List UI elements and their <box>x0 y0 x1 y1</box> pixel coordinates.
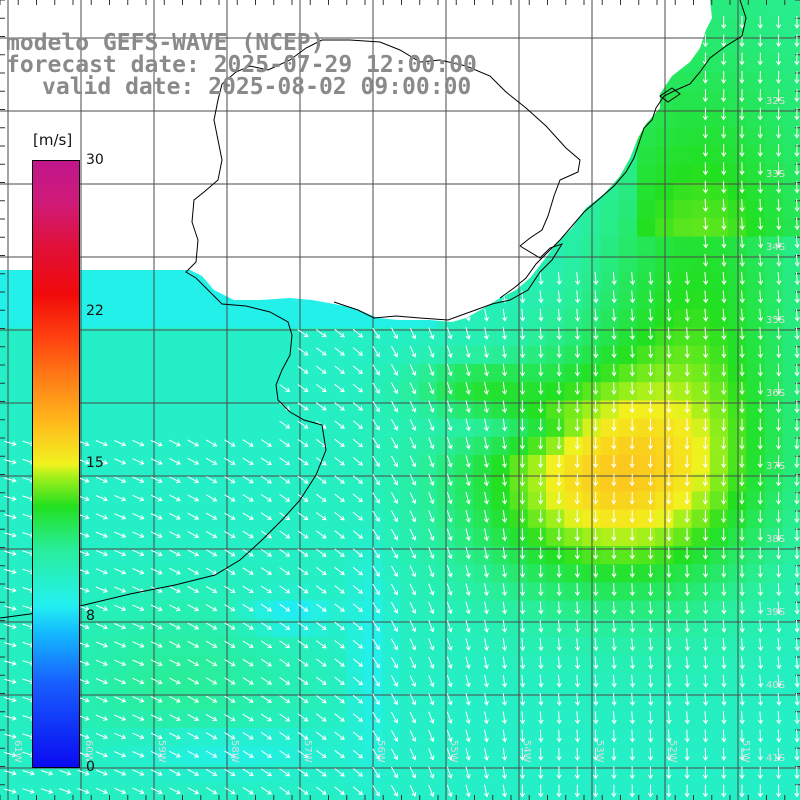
lon-label: 58W <box>229 740 240 763</box>
lon-label: 57W <box>302 740 313 763</box>
lon-label: 56W <box>375 740 386 763</box>
lat-label: 41S <box>766 753 786 764</box>
lat-label: 33S <box>766 169 786 180</box>
colorbar-unit: [m/s] <box>33 131 73 149</box>
lat-label: 38S <box>766 534 786 545</box>
coastline <box>0 0 747 619</box>
valid-date: valid date: 2025-08-02 09:00:00 <box>42 74 472 100</box>
lon-label: 51W <box>740 740 751 763</box>
land-upper <box>0 0 712 322</box>
lon-label: 52W <box>667 740 678 763</box>
colorbar <box>32 160 80 768</box>
lon-label: 53W <box>594 740 605 763</box>
lat-label: 37S <box>766 461 786 472</box>
lat-label: 34S <box>766 242 786 253</box>
lat-label: 36S <box>766 388 786 399</box>
lat-label: 35S <box>766 315 786 326</box>
lat-label: 40S <box>766 680 786 691</box>
land-mask <box>0 0 712 800</box>
lat-label: 39S <box>766 607 786 618</box>
lon-label: 61W <box>12 740 23 763</box>
lon-label: 59W <box>156 740 167 763</box>
colorbar-tick-0: 0 <box>86 759 95 775</box>
colorbar-tick-22: 22 <box>86 303 104 319</box>
forecast-date: forecast date: 2025-07-29 12:00:00 <box>6 52 477 78</box>
lat-label: 32S <box>766 96 786 107</box>
colorbar-tick-15: 15 <box>86 455 104 471</box>
lon-label: 54W <box>521 740 532 763</box>
lon-label: 55W <box>448 740 459 763</box>
colorbar-tick-8: 8 <box>86 608 95 624</box>
model-title: modelo GEFS-WAVE (NCEP) <box>6 30 325 56</box>
colorbar-tick-30: 30 <box>86 152 104 168</box>
